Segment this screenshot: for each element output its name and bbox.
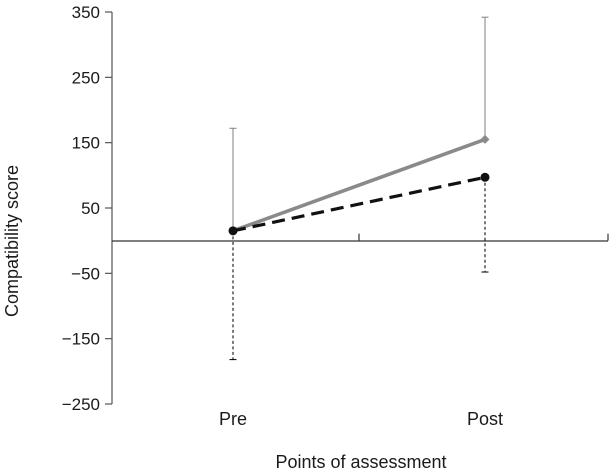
y-tick-label: 250 <box>72 68 100 87</box>
series-2 <box>228 172 490 361</box>
x-ticks: Pre Post <box>219 233 609 429</box>
series-line <box>232 175 486 233</box>
y-axis-label: Compatibility score <box>2 165 22 317</box>
x-tick-label: Post <box>467 409 503 429</box>
y-ticks: 350 250 150 50 −50 −150 −250 <box>62 3 112 414</box>
y-axis: 350 250 150 50 −50 −150 −250 <box>62 3 113 414</box>
y-tick-label: 350 <box>72 3 100 22</box>
y-tick-label: 50 <box>81 199 100 218</box>
y-tick-label: −250 <box>62 395 100 414</box>
x-axis: Pre Post <box>112 233 609 429</box>
data-point <box>228 226 238 236</box>
y-tick-label: −150 <box>62 330 100 349</box>
data-point <box>480 134 490 144</box>
data-point <box>480 172 490 182</box>
x-axis-label: Points of assessment <box>275 452 446 472</box>
x-tick-label: Pre <box>219 409 247 429</box>
series-line <box>232 137 486 233</box>
y-tick-label: 150 <box>72 134 100 153</box>
y-tick-label: −50 <box>71 264 100 283</box>
series-layer <box>228 16 490 361</box>
